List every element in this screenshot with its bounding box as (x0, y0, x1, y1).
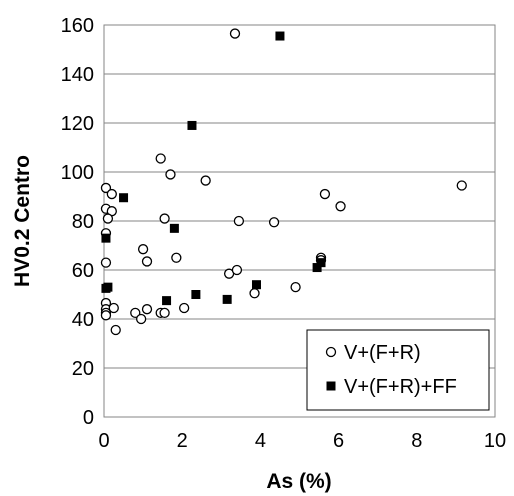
data-point-circle (231, 264, 243, 276)
data-point-circle (137, 244, 149, 255)
y-tick-label: 80 (72, 211, 94, 233)
data-point-circle (290, 281, 301, 293)
data-points (100, 28, 467, 336)
legend-label-series-2: V+(F+R)+FF (344, 376, 457, 398)
data-point-circle (229, 28, 241, 39)
legend-box (306, 329, 490, 411)
data-point-circle (102, 213, 114, 224)
y-axis-title: HV0.2 Centro (11, 155, 34, 287)
x-tick-labels: 0 2 4 6 8 10 (98, 430, 506, 452)
data-point-square (101, 233, 111, 243)
legend-label-series-1: V+(F+R) (344, 342, 421, 364)
data-point-circle (233, 215, 245, 227)
x-tick-label: 10 (484, 430, 506, 452)
y-tick-label: 160 (61, 15, 94, 37)
x-tick-label: 4 (255, 430, 266, 452)
data-point-square (162, 296, 172, 306)
data-point-circle (100, 182, 112, 194)
data-point-circle (171, 252, 182, 263)
x-axis-title: As (%) (266, 470, 331, 493)
x-tick-label: 8 (411, 430, 422, 452)
y-tick-label: 100 (61, 162, 94, 184)
y-tick-label: 120 (61, 113, 94, 135)
data-point-circle (100, 310, 112, 321)
data-point-circle (456, 180, 467, 191)
y-tick-label: 140 (61, 64, 94, 86)
data-point-circle (155, 153, 166, 164)
y-tick-label: 20 (72, 358, 94, 380)
data-point-square (191, 290, 201, 299)
legend-square-marker (326, 381, 336, 391)
x-tick-label: 2 (177, 430, 188, 452)
y-tick-label: 0 (83, 407, 94, 429)
data-point-circle (130, 307, 141, 319)
data-point-square (169, 223, 179, 233)
data-point-circle (179, 302, 190, 314)
data-point-circle (159, 307, 170, 319)
data-point-square (316, 258, 326, 268)
y-tick-labels: 0 20 40 60 80 100 120 140 160 (61, 15, 94, 429)
y-tick-label: 60 (72, 260, 94, 282)
data-point-circle (200, 175, 211, 186)
data-point-circle (141, 304, 153, 315)
data-point-square (187, 120, 197, 130)
data-point-circle (249, 288, 260, 299)
data-point-square (251, 280, 261, 290)
data-point-circle (110, 324, 121, 336)
data-point-circle (100, 257, 112, 268)
data-point-square (222, 294, 232, 304)
data-point-circle (141, 256, 153, 267)
data-point-circle (335, 201, 346, 212)
data-point-circle (108, 302, 119, 314)
x-tick-label: 0 (98, 430, 109, 452)
data-point-square (312, 263, 322, 273)
data-point-square (119, 193, 129, 203)
x-tick-label: 6 (333, 430, 344, 452)
legend-circle-marker (325, 346, 337, 358)
data-point-circle (319, 188, 331, 200)
y-tick-label: 40 (72, 309, 94, 331)
data-point-square (275, 31, 285, 41)
legend: V+(F+R) V+(F+R)+FF (306, 329, 490, 411)
data-point-square (103, 282, 113, 292)
data-point-circle (159, 213, 170, 224)
data-point-circle (106, 188, 117, 200)
data-point-circle (135, 313, 147, 325)
data-point-circle (268, 217, 280, 228)
data-point-circle (165, 169, 176, 180)
